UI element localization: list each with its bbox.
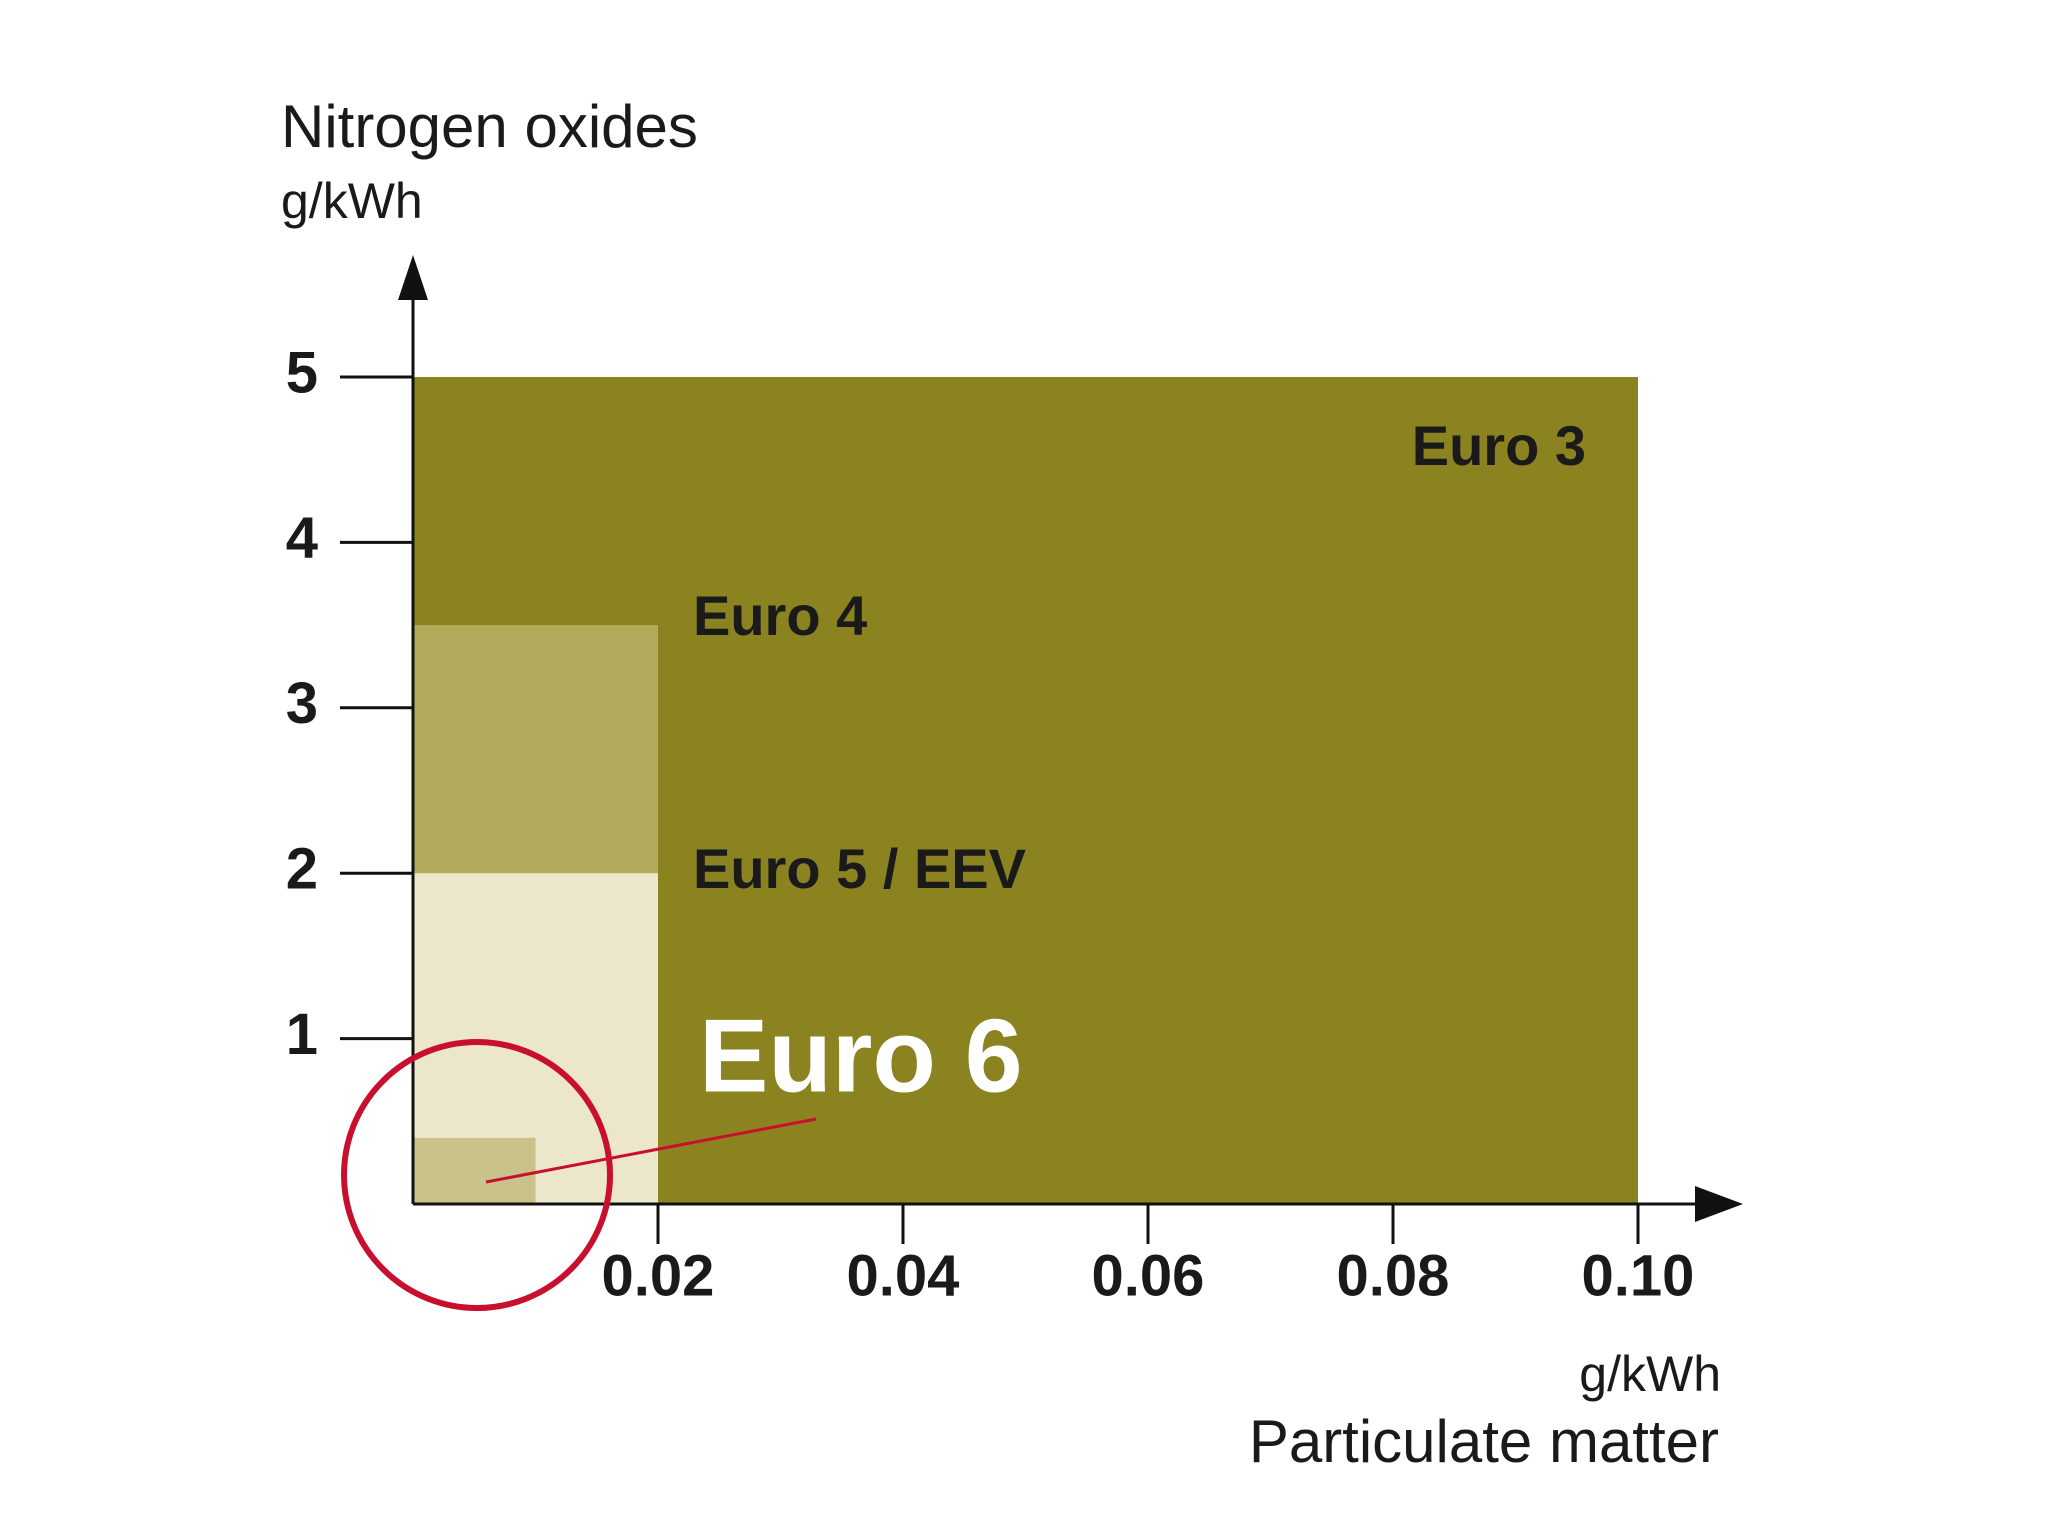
zone-label: Euro 3 [1412,414,1586,477]
y-tick-label: 3 [286,671,318,736]
y-tick-label: 1 [286,1002,318,1067]
y-tick-label: 5 [286,340,318,405]
zone-label: Euro 4 [693,584,867,647]
x-tick-label: 0.04 [847,1243,960,1308]
x-tick-label: 0.02 [602,1243,715,1308]
x-axis-unit: g/kWh [1579,1346,1721,1402]
x-tick-label: 0.08 [1337,1243,1450,1308]
x-tick-label: 0.06 [1092,1243,1205,1308]
plot [413,377,1638,1204]
zone-label: Euro 5 / EEV [693,837,1026,900]
y-axis-arrow [398,255,428,300]
x-axis-title: Particulate matter [1249,1408,1719,1475]
zone-label: Euro 6 [699,998,1023,1114]
x-axis-arrow [1695,1186,1743,1222]
x-tick-label: 0.10 [1582,1243,1695,1308]
highlight-circle [341,1039,613,1311]
pointer-line [485,1117,817,1184]
y-tick-label: 4 [286,506,318,571]
emission-zone [413,1137,536,1204]
y-axis-title: Nitrogen oxides [281,93,698,160]
y-tick-label: 2 [286,837,318,902]
y-axis-unit: g/kWh [281,173,423,229]
